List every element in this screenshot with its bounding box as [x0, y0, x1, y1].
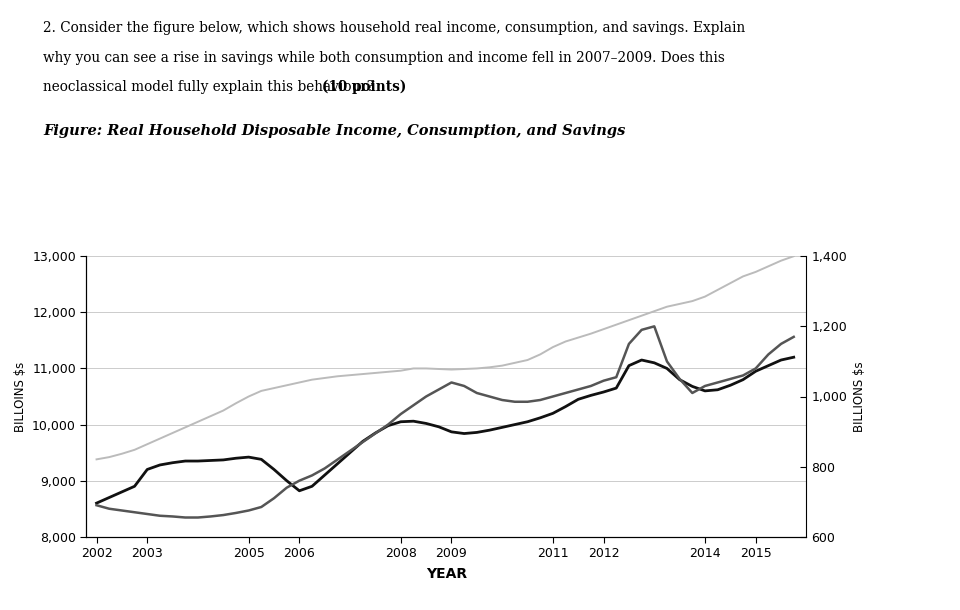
Y-axis label: BILLIONS $s: BILLIONS $s [852, 361, 866, 432]
Text: 2. Consider the figure below, which shows household real income, consumption, an: 2. Consider the figure below, which show… [43, 21, 746, 35]
Y-axis label: BILLOINS $s: BILLOINS $s [13, 361, 27, 432]
X-axis label: YEAR: YEAR [426, 567, 467, 581]
Text: why you can see a rise in savings while both consumption and income fell in 2007: why you can see a rise in savings while … [43, 51, 725, 65]
Text: (10 points): (10 points) [322, 80, 406, 95]
Text: Figure: Real Household Disposable Income, Consumption, and Savings: Figure: Real Household Disposable Income… [43, 124, 626, 138]
Text: neoclassical model fully explain this behaviour?: neoclassical model fully explain this be… [43, 80, 378, 94]
